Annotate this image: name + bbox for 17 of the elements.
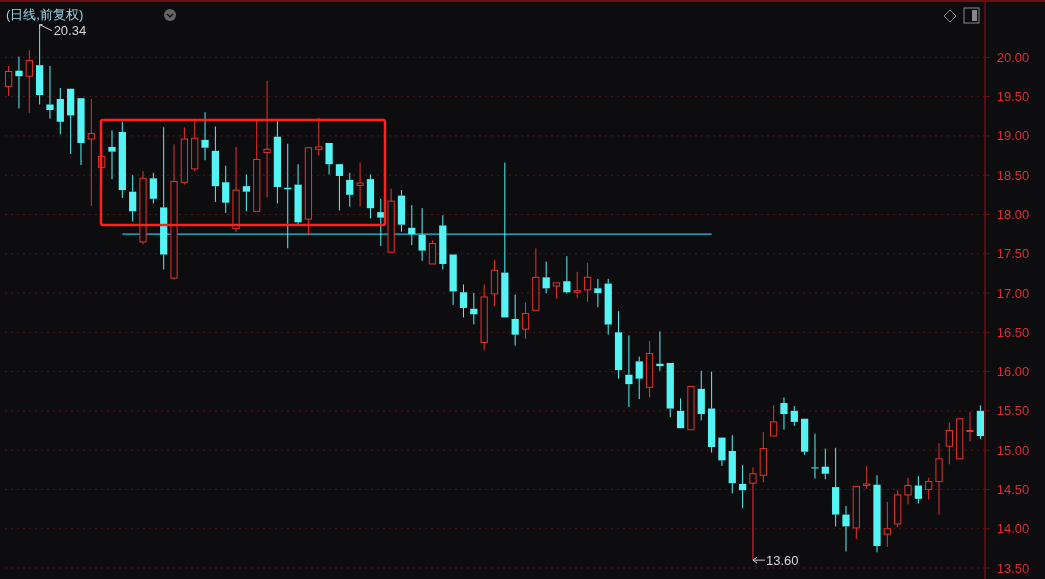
- y-tick-label: 16.50: [996, 324, 1030, 340]
- annotation: 13.60: [765, 553, 799, 569]
- y-tick-label: 17.50: [996, 246, 1030, 262]
- y-tick-label: 17.00: [996, 285, 1030, 301]
- text: (日线,前复权): [6, 7, 84, 22]
- y-tick-label: 15.50: [996, 403, 1030, 419]
- y-tick-label: 19.50: [996, 89, 1030, 105]
- y-tick-label: 18.00: [996, 207, 1030, 223]
- y-tick-label: 20.00: [996, 49, 1030, 65]
- y-tick-label: 14.50: [996, 481, 1030, 497]
- y-tick-label: 14.00: [996, 521, 1030, 537]
- y-tick-label: 19.00: [996, 128, 1030, 144]
- y-tick-label: 16.00: [996, 364, 1030, 380]
- annotation: 20.34: [53, 22, 87, 38]
- y-tick-label: 13.50: [996, 560, 1030, 576]
- y-tick-label: 15.00: [996, 442, 1030, 458]
- y-tick-label: 18.50: [996, 167, 1030, 183]
